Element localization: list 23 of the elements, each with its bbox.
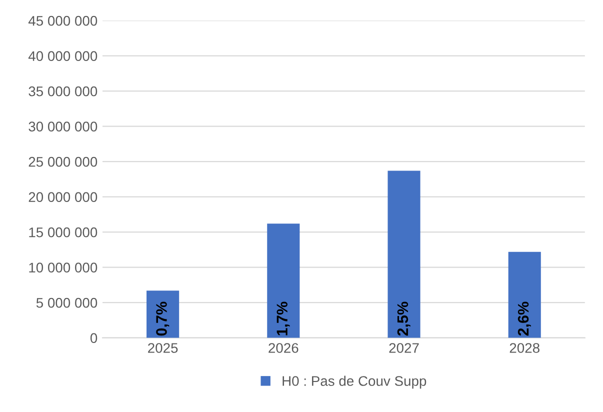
annotation: 1,7%: [276, 302, 290, 336]
y-tick-label: 30 000 000: [28, 122, 98, 132]
x-tick-label: 2026: [268, 343, 298, 353]
y-tick-label: 0: [90, 333, 98, 344]
y-tick-label: 45 000 000: [28, 16, 98, 26]
bar: [388, 170, 420, 338]
y-tick-label: 35 000 000: [28, 86, 98, 96]
y-tick-label: 10 000 000: [29, 262, 98, 273]
y-tick-label: 25 000 000: [28, 156, 98, 167]
y-tick-label: 5 000 000: [36, 298, 98, 308]
x-tick-label: 2028: [510, 343, 540, 353]
annotation: 2,6%: [518, 302, 531, 336]
bar: [508, 252, 541, 338]
x-tick-label: 2025: [148, 343, 178, 353]
bar: [267, 224, 300, 338]
x-tick-label: 2027: [389, 343, 419, 353]
annotation: 2,5%: [397, 302, 410, 336]
y-tick-label: 40 000 000: [28, 51, 98, 62]
legend-label: H0 : Pas de Couv Supp: [282, 376, 426, 389]
bar: [146, 290, 180, 338]
y-tick-label: 15 000 000: [29, 227, 98, 238]
annotation: 0,7%: [156, 302, 170, 336]
y-tick-label: 20 000 000: [28, 192, 98, 202]
